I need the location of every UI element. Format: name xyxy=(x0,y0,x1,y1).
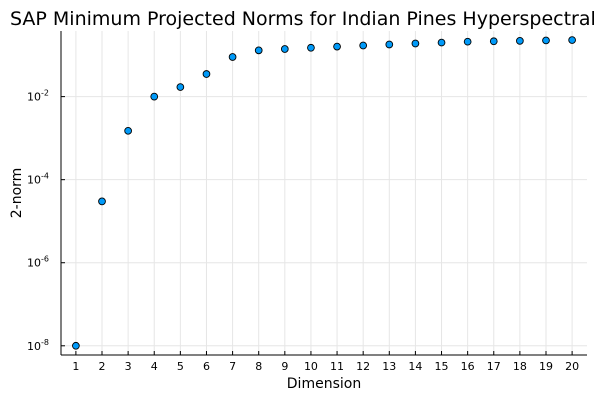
x-tick-label: 18 xyxy=(513,360,527,373)
x-tick-label: 3 xyxy=(125,360,132,373)
y-tick-exponent: -4 xyxy=(41,172,49,181)
y-tick-base: 10 xyxy=(27,91,41,104)
x-axis-ticks: 1 2 3 4 5 6 7 8 9 10 11 12 13 14 15 16 17 18 19 20 xyxy=(72,351,579,373)
y-tick-label: 10 xyxy=(27,340,41,353)
data-point xyxy=(72,341,80,350)
chart-title: SAP Minimum Projected Norms for Indian P… xyxy=(10,8,600,30)
data-point xyxy=(437,38,446,47)
data-point xyxy=(202,70,211,78)
y-tick-exponent: -8 xyxy=(41,338,49,347)
data-points xyxy=(72,36,576,350)
y-tick-exponent: -6 xyxy=(41,255,49,264)
data-point xyxy=(359,41,368,50)
data-point xyxy=(489,37,498,46)
x-tick-label: 12 xyxy=(356,360,370,373)
x-tick-label: 16 xyxy=(461,360,475,373)
x-tick-label: 20 xyxy=(565,360,579,373)
data-point xyxy=(150,92,159,101)
axes xyxy=(60,31,587,356)
y-tick-base: 10 xyxy=(27,340,41,353)
y-tick-exponent: -2 xyxy=(41,89,49,98)
x-tick-label: 15 xyxy=(435,360,449,373)
data-point xyxy=(463,37,472,46)
data-point xyxy=(568,36,576,44)
data-point xyxy=(385,40,394,49)
x-tick-label: 14 xyxy=(408,360,422,373)
x-tick-label: 2 xyxy=(99,360,106,373)
data-point xyxy=(280,45,289,53)
x-tick-label: 13 xyxy=(382,360,396,373)
x-tick-label: 7 xyxy=(229,360,236,373)
data-point xyxy=(124,126,132,135)
y-tick-base: 10 xyxy=(27,174,41,187)
x-tick-label: 4 xyxy=(151,360,158,373)
grid xyxy=(61,31,587,355)
data-point xyxy=(411,39,420,48)
y-axis-ticks: 10-810-610-410-2 xyxy=(27,89,65,353)
x-tick-label: 11 xyxy=(330,360,344,373)
data-point xyxy=(254,46,263,55)
y-axis-label: 2-norm xyxy=(9,168,25,219)
data-point xyxy=(228,53,237,61)
data-point xyxy=(307,43,315,52)
y-tick-label: 10 xyxy=(27,174,41,187)
x-tick-label: 8 xyxy=(255,360,262,373)
x-tick-label: 5 xyxy=(177,360,184,373)
data-point xyxy=(516,37,524,45)
x-tick-label: 17 xyxy=(487,360,501,373)
data-point xyxy=(542,36,550,45)
x-tick-label: 9 xyxy=(281,360,288,373)
y-tick-label: 10 xyxy=(27,257,41,270)
x-tick-label: 10 xyxy=(304,360,318,373)
x-axis-label: Dimension xyxy=(287,376,361,392)
data-point xyxy=(333,42,341,51)
y-tick-label: 10 xyxy=(27,91,41,104)
x-tick-label: 6 xyxy=(203,360,210,373)
data-point xyxy=(98,197,106,206)
x-tick-label: 19 xyxy=(539,360,553,373)
data-point xyxy=(176,83,185,91)
x-tick-label: 1 xyxy=(72,360,79,373)
y-tick-base: 10 xyxy=(27,257,41,270)
